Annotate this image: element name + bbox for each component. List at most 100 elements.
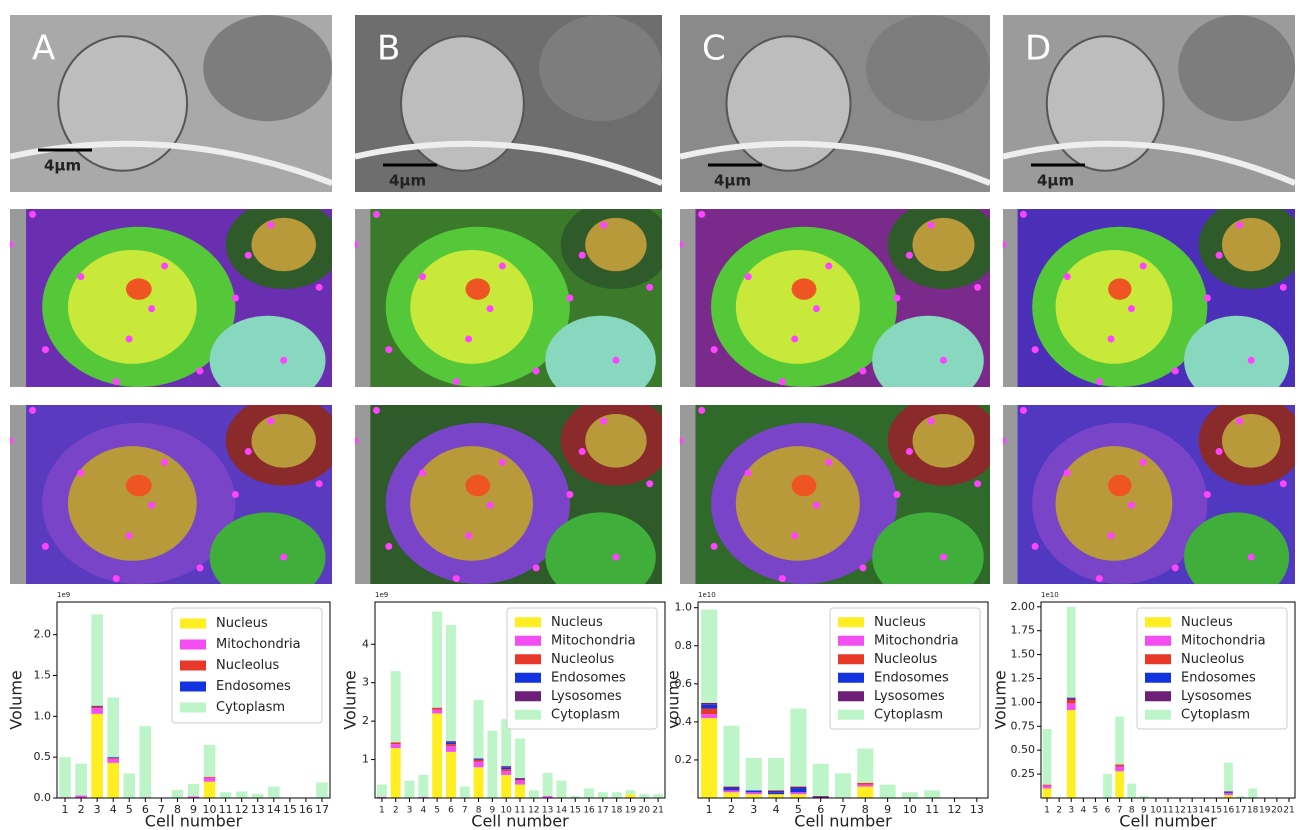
seg-mitochondrion (161, 262, 168, 269)
bar-segment (446, 744, 456, 746)
bar-segment (188, 784, 200, 796)
seg-mitochondrion (1064, 273, 1071, 280)
seg-mitochondrion (1128, 305, 1135, 312)
y-tick-label: 2.00 (1011, 600, 1036, 613)
y-axis-label: Volume (7, 670, 26, 730)
seg-nucleus (585, 414, 646, 468)
seg-mitochondrion (745, 470, 752, 477)
axis-offset: 1e10 (1041, 591, 1059, 599)
seg-mitochondrion (566, 491, 573, 498)
seg-nucleolus (792, 475, 817, 496)
bar-segment (405, 781, 415, 798)
legend-label: Nucleus (216, 616, 268, 631)
bar-segment (236, 791, 248, 798)
x-tick-label: 3 (1068, 806, 1074, 816)
seg-mitochondrion (825, 262, 832, 269)
seg-mitochondrion (928, 222, 935, 229)
bar-segment (1043, 788, 1052, 798)
seg-mitochondrion (1204, 491, 1211, 498)
seg-mitochondrion (1280, 284, 1287, 291)
bar-segment (220, 792, 232, 798)
seg-mitochondrion (906, 252, 913, 259)
legend-swatch (838, 691, 864, 701)
x-tick-label: 4 (420, 806, 426, 816)
seg-mitochondrion (453, 575, 460, 582)
bar-segment (204, 777, 216, 778)
bar-segment (59, 757, 71, 797)
panel-label: D (1025, 29, 1051, 69)
x-tick-label: 4 (1080, 806, 1086, 816)
segmentation-image (677, 396, 1000, 590)
x-tick-label: 2 (393, 806, 399, 816)
seg-mitochondrion (7, 241, 14, 248)
x-tick-label: 5 (126, 803, 133, 816)
bar-segment (432, 710, 442, 714)
legend-label: Mitochondria (874, 633, 959, 648)
legend-swatch (838, 617, 864, 627)
bar-segment (790, 792, 806, 794)
bar-segment (91, 614, 103, 705)
bar-segment (140, 726, 152, 797)
bar-segment (1043, 729, 1052, 784)
bar-segment (91, 706, 103, 707)
bar-segment (1115, 771, 1124, 798)
segmentation-image (1000, 200, 1299, 405)
bar-segment (543, 773, 553, 796)
legend-swatch (515, 691, 541, 701)
x-tick-label: 1 (62, 803, 69, 816)
bar-segment (75, 764, 87, 796)
seg-mitochondrion (646, 480, 653, 487)
bar-segment (1224, 793, 1233, 795)
seg-mitochondrion (113, 378, 120, 385)
seg-mitochondrion (906, 448, 913, 455)
seg-cell (545, 316, 656, 405)
seg-cell (872, 316, 984, 405)
bar-segment (501, 767, 511, 769)
seg-mitochondrion (126, 335, 133, 342)
seg-nucleus (913, 218, 975, 271)
seg-mitochondrion (1236, 418, 1243, 425)
legend-label: Lysosomes (874, 689, 945, 704)
seg-mitochondrion (533, 367, 540, 374)
bar-segment (1115, 766, 1124, 771)
em-cell (866, 15, 990, 121)
legend-label: Nucleolus (874, 652, 938, 667)
y-tick-label: 3 (362, 676, 369, 689)
seg-mitochondrion (711, 543, 718, 550)
x-tick-label: 16 (1223, 806, 1235, 816)
x-tick-label: 6 (448, 806, 454, 816)
seg-nucleus (736, 446, 860, 561)
em-cell (203, 15, 332, 121)
x-tick-label: 20 (1271, 806, 1283, 816)
legend-label: Mitochondria (551, 633, 636, 648)
seg-mitochondrion (419, 273, 426, 280)
seg-cell (1184, 316, 1289, 405)
seg-mitochondrion (1216, 252, 1223, 259)
em-nucleus (727, 36, 851, 171)
x-tick-label: 6 (1105, 806, 1111, 816)
legend-swatch (180, 640, 206, 650)
y-tick-label: 0.8 (675, 639, 693, 652)
seg-mitochondrion (1020, 211, 1027, 218)
seg-mitochondrion (1248, 357, 1255, 364)
seg-nucleolus (126, 278, 152, 299)
legend-label: Endosomes (874, 670, 949, 685)
seg-mitochondrion (352, 437, 359, 444)
seg-mitochondrion (42, 543, 49, 550)
legend-swatch (1145, 691, 1171, 701)
x-tick-label: 1 (706, 803, 713, 816)
seg-mitochondrion (1020, 407, 1027, 414)
bar-segment (768, 790, 784, 792)
legend-label: Lysosomes (551, 689, 622, 704)
seg-mitochondrion (453, 378, 460, 385)
bar-segment (515, 781, 525, 785)
bar-segment (723, 792, 739, 798)
y-axis-label: Volume (995, 670, 1010, 730)
seg-nucleolus (126, 475, 152, 496)
y-tick-label: 1.00 (1011, 695, 1036, 708)
bar-segment (746, 792, 762, 794)
y-tick-label: 2 (362, 714, 369, 727)
bar-segment (768, 794, 784, 798)
bar-segment (172, 790, 184, 798)
seg-mitochondrion (1128, 502, 1135, 509)
